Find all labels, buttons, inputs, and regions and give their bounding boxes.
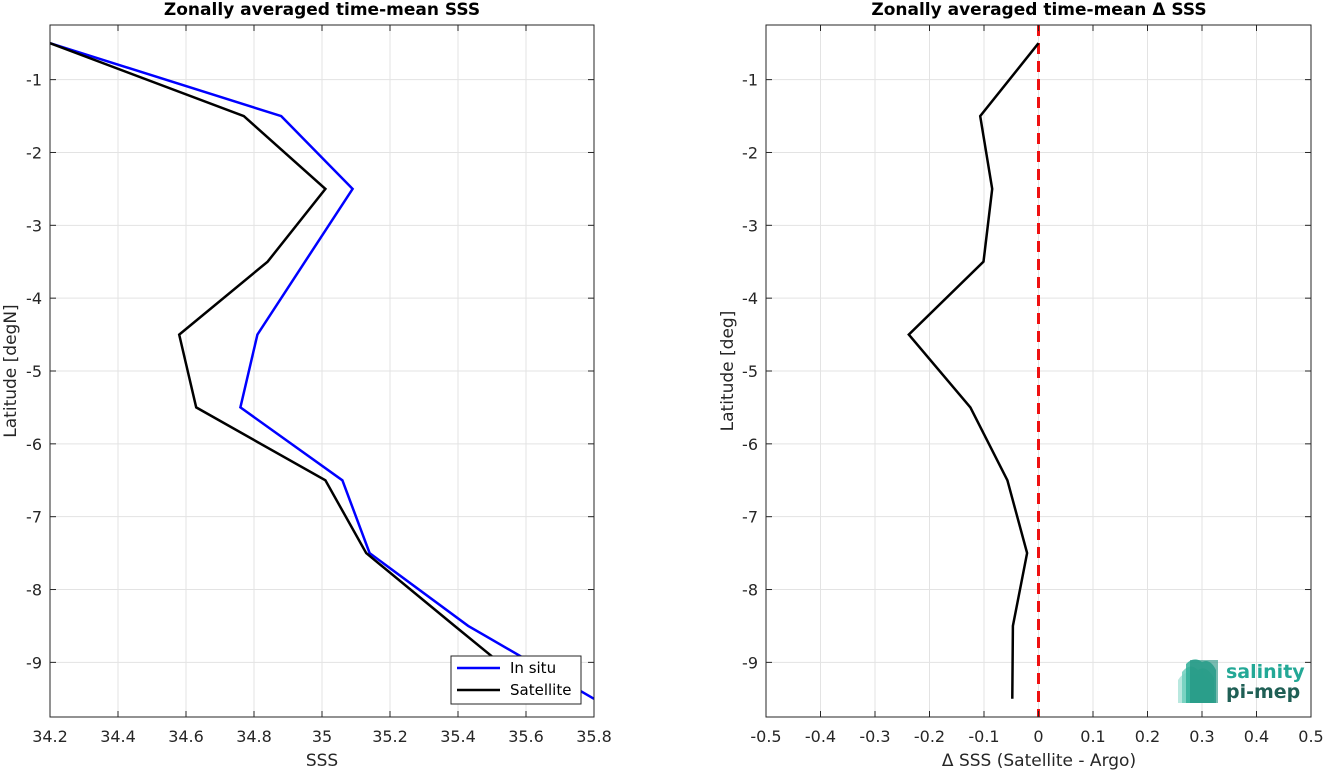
logo-wave-icon [1178, 659, 1218, 703]
salinity-pi-mep-logo: salinity pi-mep [1178, 659, 1305, 703]
delta-sss-y-tick-label: -5 [742, 362, 758, 381]
sss-y-tick-label: -3 [26, 216, 42, 235]
sss-x-tick-label: 35.2 [372, 727, 408, 746]
sss-panel: Zonally averaged time-mean SSS 34.2 34.4 3… [1, 0, 612, 770]
delta-sss-x-tick-label: 0.4 [1244, 727, 1269, 746]
delta-sss-x-tick-label: -0.5 [750, 727, 781, 746]
sss-y-tick-label: -5 [26, 362, 42, 381]
delta-sss-y-tick-label: -3 [742, 216, 758, 235]
delta-sss-x-tick-label: 0.3 [1189, 727, 1214, 746]
logo-text-salinity: salinity [1226, 661, 1305, 683]
sss-x-axis-label: SSS [306, 751, 338, 770]
sss-x-tick-label: 34.4 [100, 727, 136, 746]
legend-label-in-situ: In situ [510, 659, 556, 677]
delta-sss-y-tick-label: -1 [742, 71, 758, 90]
sss-y-tick-label: -6 [26, 435, 42, 454]
sss-x-tick-label: 34.6 [168, 727, 204, 746]
delta-sss-x-tick-label: -0.4 [805, 727, 836, 746]
delta-sss-x-tick-label: -0.1 [968, 727, 999, 746]
delta-sss-x-tick-label: 0.5 [1298, 727, 1323, 746]
delta-sss-y-axis-label: Latitude [deg] [718, 311, 738, 432]
delta-sss-x-tick-label: -0.2 [914, 727, 945, 746]
delta-sss-panel: Zonally averaged time-mean Δ SSS -0.5 -0.… [718, 0, 1324, 770]
delta-sss-y-tick-label: -7 [742, 508, 758, 527]
delta-sss-y-tick-label: -6 [742, 435, 758, 454]
delta-sss-y-tick-label: -9 [742, 653, 758, 672]
delta-sss-panel-title: Zonally averaged time-mean Δ SSS [871, 0, 1206, 20]
sss-panel-title: Zonally averaged time-mean SSS [164, 0, 480, 20]
sss-series-line-in-situ [50, 42, 594, 700]
logo-text-pi-mep: pi-mep [1226, 681, 1300, 703]
sss-x-tick-label: 34.2 [32, 727, 68, 746]
sss-x-tick-label: 34.8 [236, 727, 272, 746]
delta-sss-x-tick-label: -0.3 [859, 727, 890, 746]
sss-x-tick-label: 35 [312, 727, 332, 746]
delta-sss-y-tick-label: -2 [742, 143, 758, 162]
legend-label-satellite: Satellite [510, 681, 571, 699]
sss-x-tick-label: 35.8 [576, 727, 612, 746]
sss-y-tick-label: -4 [26, 289, 42, 308]
delta-sss-series-line-delta [907, 42, 1040, 699]
sss-y-tick-label: -2 [26, 143, 42, 162]
delta-sss-x-tick-label: 0.1 [1080, 727, 1105, 746]
sss-series-line-satellite [50, 42, 527, 686]
delta-sss-y-tick-label: -4 [742, 289, 758, 308]
sss-x-tick-label: 35.6 [508, 727, 544, 746]
legend: In situ Satellite [450, 655, 582, 705]
sss-y-axis-label: Latitude [degN] [1, 304, 21, 437]
delta-sss-x-tick-label: 0.2 [1135, 727, 1160, 746]
delta-sss-x-axis-label: Δ SSS (Satellite - Argo) [942, 751, 1136, 770]
legend-box [450, 655, 582, 705]
sss-y-tick-label: -9 [26, 653, 42, 672]
sss-x-tick-label: 35.4 [440, 727, 476, 746]
delta-sss-x-tick-label: 0 [1033, 727, 1043, 746]
sss-y-tick-label: -8 [26, 581, 42, 600]
delta-sss-y-tick-label: -8 [742, 581, 758, 600]
sss-y-tick-label: -7 [26, 508, 42, 527]
sss-y-tick-label: -1 [26, 71, 42, 90]
